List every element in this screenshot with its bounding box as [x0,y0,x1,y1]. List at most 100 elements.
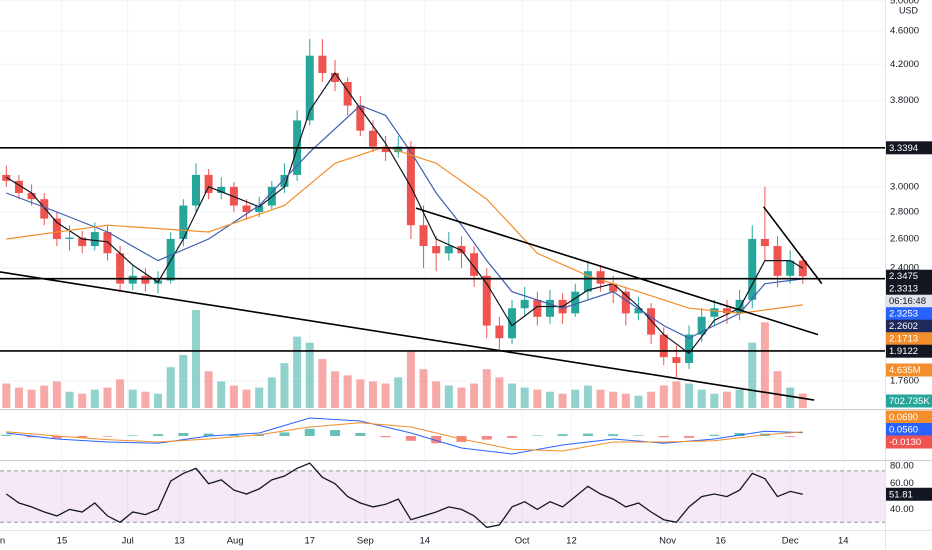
candle-body [798,260,807,277]
macd-histogram-bar [481,436,492,440]
rsi-tick-label: 40.00 [890,504,914,515]
y-tick-label: 1.7600 [890,376,919,387]
macd-histogram-bar [709,434,720,436]
volume-bar [394,377,403,408]
volume-bar [609,391,618,408]
x-tick-label: Jun [0,536,5,547]
candle-body [179,205,188,239]
volume-bar [204,371,213,408]
macd-histogram-bar [178,433,189,436]
macd-pane [1,410,844,459]
volume-bar [520,387,529,408]
macd-histogram-bar [304,428,315,436]
volume-bar [482,369,491,408]
volume-bar [647,391,656,408]
rsi-badge-bg [886,487,932,501]
volume-bar [722,391,731,408]
price-badge: 3.3394 [889,143,918,154]
candle-body [331,73,340,83]
candle-body [318,55,327,74]
candle-body [280,174,289,187]
macd-histogram-bar [405,436,416,441]
volume-bar [78,393,87,408]
volume-bar [280,363,289,408]
candle-body [128,275,137,284]
macd-histogram-bar [203,433,214,436]
rsi-line [5,462,803,529]
rsi-tick-label: 80.00 [890,461,914,472]
y-tick-label: 3.0000 [890,181,919,192]
volume-bar [343,375,352,408]
x-tick-label: 17 [304,536,315,547]
candle-body [520,299,529,309]
rsi-tick-label: 60.00 [890,478,914,489]
candle-body [419,225,428,247]
moving-average [6,104,803,339]
volume-bar [103,387,112,408]
macd-badge-bg [886,410,932,424]
volume-bar [558,393,567,408]
macd-histogram-bar [380,436,391,438]
macd-histogram-bar [77,436,88,438]
candle-body [495,325,504,339]
candle-body [141,275,150,284]
volume-bar [406,350,415,408]
macd-histogram-bar [279,432,290,436]
candle-body [583,271,592,292]
volume-bar [634,395,643,408]
volume-badge: 702.735K [889,396,930,407]
volume-bar [621,393,630,408]
y-tick-label: 4.2000 [890,59,919,70]
macd-histogram-bar [785,436,796,437]
volume-bar [27,389,36,408]
candle-body [735,299,744,314]
macd-line [6,422,803,452]
candle-body [242,205,251,212]
price-badge-bg [886,141,932,155]
volume-bar [432,381,441,408]
volume-bar [368,381,377,408]
candle-body [647,308,656,335]
macd-histogram-bar [228,434,239,436]
candle-body [116,253,125,284]
macd-histogram-bar [127,435,138,436]
volume-bar [191,310,200,408]
price-badge: 2.3475 [889,271,918,282]
x-tick-label: Dec [782,536,799,547]
candle-body [786,260,795,276]
price-badge: 2.3313 [889,284,918,295]
y-tick-label: 2.6000 [890,234,919,245]
volume-bar [583,385,592,408]
candle-body [356,105,365,131]
volume-bar [545,391,554,408]
x-tick-label: 12 [566,536,577,547]
macd-histogram-bar [431,436,442,444]
price-badge-bg [886,319,932,333]
price-badge-bg [886,344,932,358]
x-tick-label: 14 [420,536,431,547]
price-badge: 2.3253 [889,309,918,320]
volume-bar [318,359,327,408]
candle-body [381,146,390,153]
volume-badge: 4.635M [889,365,921,376]
candle-body [27,192,36,200]
volume-bar [90,389,99,408]
x-tick-label: Aug [227,536,244,547]
y-tick-label: 4.6000 [890,26,919,37]
y-tick-label: 3.8000 [890,95,919,106]
volume-bar [128,389,137,408]
candle-body [204,174,213,193]
candle-body [760,238,769,247]
volume-bar [154,393,163,408]
candle-body [545,299,554,317]
volume-bar [381,383,390,408]
candle-body [710,308,719,317]
volume-bar [65,391,74,408]
volume-bar [470,383,479,408]
candle-body [65,237,74,239]
x-tick-label: Jul [122,536,134,547]
price-badge: 2.2602 [889,321,918,332]
volume-bar [672,381,681,408]
volume-bar [217,381,226,408]
